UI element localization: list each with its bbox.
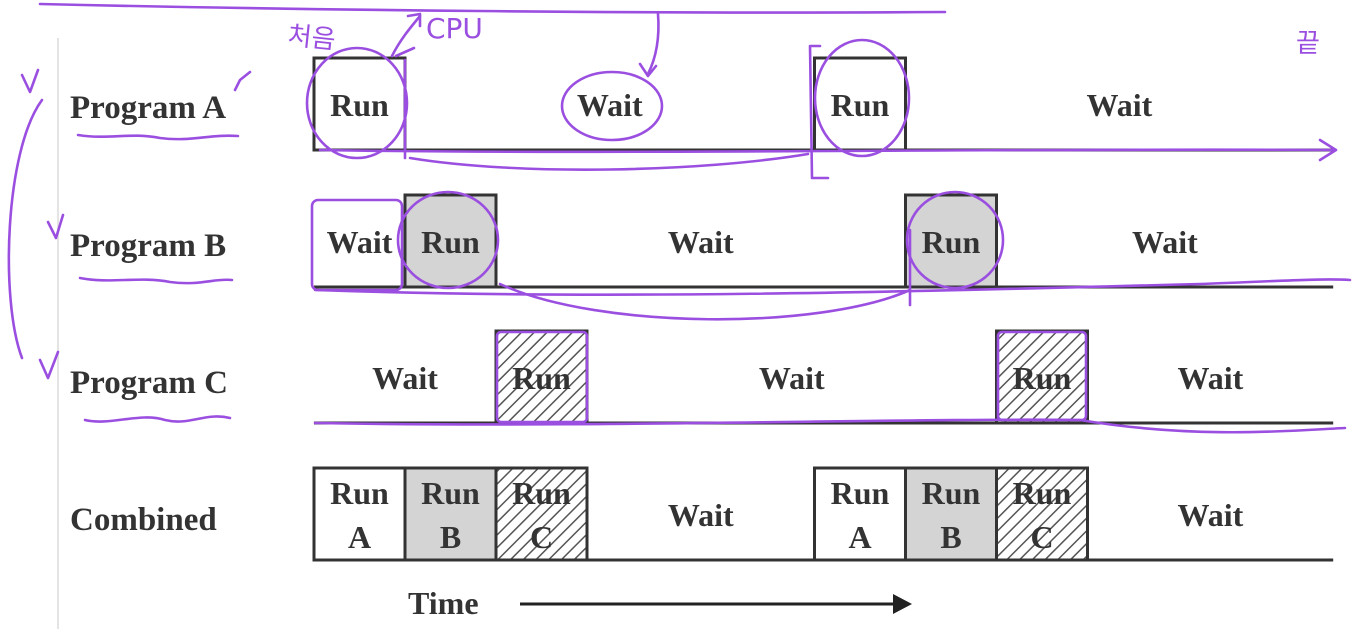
segment-label: Run	[1013, 360, 1072, 396]
curve-wait-b	[498, 282, 912, 321]
segment-label: Run	[330, 87, 389, 123]
segment-label: Wait	[327, 224, 393, 260]
underline-program-b-timeline	[313, 278, 1352, 296]
annotation-end: 끝	[1296, 29, 1320, 59]
check-mark-icon	[46, 213, 65, 240]
annotation-arrow-cpu	[390, 14, 422, 58]
handwritten-annotations	[7, 2, 1352, 434]
circle-run-a2	[813, 38, 911, 158]
time-axis-label: Time	[408, 585, 479, 621]
segment-label: Run	[831, 87, 890, 123]
timeline-arrow-head-icon	[1318, 138, 1338, 162]
run-block-hatched	[995, 329, 1089, 425]
timeline-row: Wait Run Wait Run Wait	[314, 193, 1334, 289]
annotation-first: 처음	[286, 21, 337, 56]
run-block-hatched	[494, 329, 589, 425]
run-block-hatched	[995, 466, 1089, 562]
timeline-row: Wait Run Wait Run Wait	[314, 329, 1334, 425]
annotation-arrow-wait	[646, 12, 660, 76]
run-block	[813, 466, 907, 562]
check-mark-icon	[233, 70, 252, 92]
segment-label: Wait	[1086, 87, 1152, 123]
circle-wait-a	[560, 70, 664, 142]
underline-program-c-timeline	[313, 418, 1347, 434]
row-label-program-c: Program C	[70, 365, 228, 401]
segment-label: Wait	[668, 224, 734, 260]
segment-label: Wait	[1177, 360, 1243, 396]
annotation-arrow-wait-head-icon	[638, 62, 658, 78]
segment-label: Run A	[831, 475, 890, 555]
underline-wait-a	[408, 152, 810, 171]
underline-program-a	[76, 133, 240, 141]
time-arrow-head-icon	[893, 594, 912, 614]
box-wait-b	[310, 198, 404, 292]
circle-run-b1	[396, 190, 500, 290]
circle-run-b2	[905, 190, 1005, 290]
run-block-gray	[403, 466, 498, 562]
timeline-arrow-program-a	[318, 148, 1337, 154]
annotation-arrow-cpu-head-icon	[406, 12, 422, 28]
segment-label: Wait	[1132, 224, 1198, 260]
segment-label: Run	[421, 224, 480, 260]
segment-label: Run A	[330, 475, 389, 555]
row-label-program-b: Program B	[70, 228, 226, 264]
run-block	[312, 466, 407, 562]
run-block-hatched	[494, 466, 589, 562]
run-block-gray	[403, 193, 498, 289]
segment-label: Wait	[668, 497, 734, 533]
segment-label: Run	[512, 360, 571, 396]
segment-label: Run B	[922, 475, 981, 555]
underline-program-c	[83, 415, 232, 423]
box-run-c1	[495, 330, 589, 424]
segment-label: Run B	[421, 475, 480, 555]
timeline-row: Run A Run B Run C Wait Run A Run B Run C Wait	[312, 466, 1334, 562]
segment-label: Wait	[577, 87, 643, 123]
annotation-cpu: CPU	[426, 12, 483, 45]
top-scribble-line	[38, 2, 947, 14]
bracket-curve	[7, 98, 44, 360]
run-block-gray	[904, 466, 998, 562]
segment-label: Wait	[1177, 497, 1243, 533]
row-label-program-a: Program A	[70, 90, 226, 126]
segment-label: Run C	[512, 475, 571, 555]
check-mark-icon	[38, 350, 60, 380]
segment-label: Run C	[1013, 475, 1072, 555]
row-label-combined: Combined	[70, 502, 217, 538]
timeline-row: Run Wait Run Wait	[312, 56, 1334, 152]
circle-run-a1	[305, 46, 409, 160]
check-mark-icon	[20, 68, 40, 94]
annotation-arrow-cpu-down	[394, 46, 416, 58]
underline-program-b	[78, 276, 234, 285]
segment-label: Wait	[372, 360, 438, 396]
segment-label: Wait	[759, 360, 825, 396]
bracket-run-a2	[808, 44, 830, 180]
segment-label: Run	[922, 224, 981, 260]
